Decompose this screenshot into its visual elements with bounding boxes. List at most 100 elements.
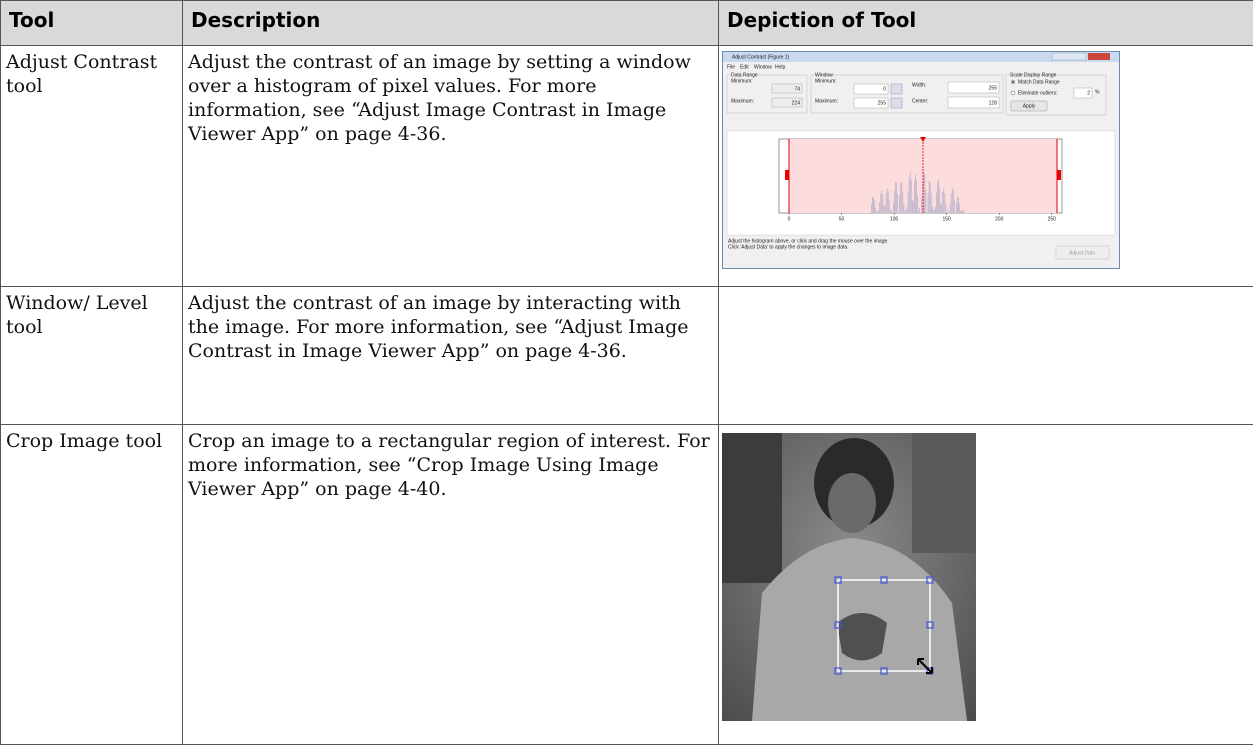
- histogram-bar: [872, 197, 873, 213]
- field-label: Center:: [912, 98, 928, 104]
- histogram-bar: [878, 211, 879, 213]
- group-label: Scale Display Range: [1010, 72, 1057, 78]
- window-title: Adjust Contrast (Figure 1): [732, 54, 790, 60]
- unit: %: [1095, 89, 1100, 95]
- histogram-bar: [883, 195, 884, 213]
- histogram-bar: [894, 191, 895, 213]
- histogram-bar: [961, 211, 962, 213]
- histogram-bar: [891, 210, 892, 213]
- histogram-bar: [937, 182, 938, 213]
- field-value: 224: [792, 100, 801, 106]
- field-value: 74: [794, 86, 800, 92]
- status-line: Click 'Adjust Data' to apply the changes…: [728, 244, 849, 250]
- histogram-bar: [909, 177, 910, 213]
- histogram-bar: [917, 196, 918, 213]
- tick-label: 50: [839, 216, 845, 222]
- histogram-bar: [932, 207, 933, 213]
- histogram-bar: [953, 190, 954, 213]
- histogram-bar: [885, 206, 886, 213]
- histogram-bar: [930, 182, 931, 213]
- field-label: Minimum:: [731, 78, 753, 84]
- tick-label: 150: [942, 216, 951, 222]
- histogram-bar: [936, 193, 937, 213]
- button-label[interactable]: Apply: [1023, 103, 1036, 109]
- histogram-bar: [925, 174, 926, 213]
- histogram-bar: [873, 196, 874, 213]
- menu-item[interactable]: Edit: [740, 64, 749, 70]
- histogram-bar: [950, 203, 951, 213]
- histogram-bar: [916, 180, 917, 213]
- histogram-bar: [952, 188, 953, 213]
- menu-item[interactable]: File: [727, 64, 735, 70]
- row: Adjust Contrast tool Adjust the contrast…: [1, 46, 1253, 287]
- header-cell: Depiction of Tool: [719, 1, 1253, 46]
- histogram-bar: [940, 203, 941, 213]
- histogram-bar: [921, 198, 922, 213]
- histogram-bar: [919, 208, 920, 213]
- field-label: Maximum:: [731, 98, 754, 104]
- histogram-bar: [904, 205, 905, 213]
- header-cell: Tool: [1, 1, 183, 46]
- histogram-bar: [924, 171, 925, 213]
- histogram-bar: [899, 195, 900, 213]
- field-label: Maximum:: [815, 98, 838, 104]
- menu-item[interactable]: Window: [754, 64, 772, 70]
- histogram-bar: [951, 193, 952, 213]
- histogram-bar: [929, 181, 930, 213]
- row: Window/ Level tool Adjust the contrast o…: [1, 287, 1253, 425]
- histogram-bar: [931, 193, 932, 213]
- histogram-bar: [957, 197, 958, 213]
- histogram-bar: [887, 188, 888, 213]
- histogram-bar: [946, 204, 947, 213]
- histogram-bar: [918, 211, 919, 213]
- histogram-bar: [900, 183, 901, 213]
- field-value: 255: [989, 85, 998, 91]
- histogram-bar: [903, 191, 904, 213]
- histogram-bar: [908, 191, 909, 213]
- histogram-bar: [890, 211, 891, 213]
- histogram-bar: [939, 187, 940, 213]
- field-value: 128: [989, 100, 998, 106]
- description: Adjust the contrast of an image by inter…: [183, 287, 719, 425]
- tool-name: Window/ Level tool: [1, 287, 183, 425]
- histogram-bar: [960, 211, 961, 213]
- histogram-bar: [906, 209, 907, 213]
- histogram-bar: [882, 190, 883, 213]
- field-label: Minimum:: [815, 78, 837, 84]
- histogram-bar: [935, 207, 936, 213]
- button-label[interactable]: Adjust Data: [1069, 250, 1095, 256]
- histogram-bar: [912, 200, 913, 213]
- histogram-bar: [963, 209, 964, 213]
- histogram-bar: [949, 212, 950, 213]
- histogram-bar: [889, 201, 890, 213]
- histogram-bar: [915, 174, 916, 213]
- field-value: 255: [878, 100, 887, 106]
- histogram-bar: [933, 210, 934, 213]
- histogram-bar: [875, 208, 876, 213]
- radio-label[interactable]: Match Data Range: [1018, 79, 1060, 85]
- radio-label[interactable]: Eliminate outliers:: [1018, 90, 1057, 96]
- histogram: [779, 139, 1062, 213]
- tick-label: 100: [890, 216, 899, 222]
- histogram-bar: [877, 211, 878, 213]
- menu-item[interactable]: Help: [775, 64, 786, 70]
- histogram-bar: [934, 210, 935, 213]
- histogram-bar: [879, 202, 880, 213]
- histogram-bar: [874, 201, 875, 213]
- tool-name: Crop Image tool: [1, 425, 183, 745]
- histogram-bar: [893, 203, 894, 213]
- field-label: Width:: [912, 82, 926, 88]
- histogram-bar: [884, 206, 885, 213]
- field-value: 0: [883, 86, 886, 92]
- histogram-bar: [896, 183, 897, 213]
- histogram-bar: [948, 210, 949, 213]
- histogram-bar: [944, 188, 945, 213]
- histogram-bar: [962, 212, 963, 213]
- description: Crop an image to a rectangular region of…: [183, 425, 719, 745]
- histogram-bar: [897, 194, 898, 213]
- histogram-bar: [926, 190, 927, 213]
- histogram-bar: [958, 198, 959, 213]
- histogram-bar: [888, 191, 889, 213]
